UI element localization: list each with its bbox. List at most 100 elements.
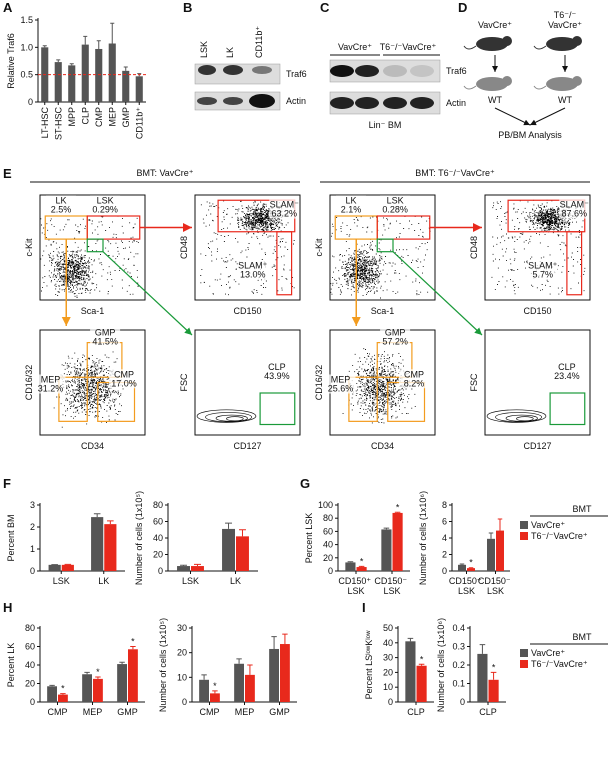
panel-letter: G xyxy=(300,476,310,491)
legend-label: VavCre⁺ xyxy=(531,648,565,658)
y-tick-label: 20 xyxy=(25,679,35,689)
bar xyxy=(222,528,235,571)
lane-label: LSK xyxy=(199,41,209,58)
x-tick-label: CLP xyxy=(479,707,497,717)
legend-title: BMT xyxy=(573,632,593,642)
gate-percent: 57.2% xyxy=(382,336,408,346)
y-axis-label: Number of cells (1x10⁶) xyxy=(436,618,446,712)
gate-name: LSK xyxy=(387,195,404,205)
x-tick-label: GMP xyxy=(117,707,138,717)
y-tick-label: 20 xyxy=(383,667,393,677)
gate-name: SLAM⁺ xyxy=(528,261,558,271)
band xyxy=(252,66,272,74)
y-tick-label: 80 xyxy=(323,513,333,523)
bar xyxy=(58,694,68,702)
gate-percent: 43.9% xyxy=(264,371,290,381)
bar xyxy=(93,678,103,702)
x-tick-label: CD150⁻ LSK xyxy=(374,576,409,596)
lane-label: LK xyxy=(225,47,235,58)
bar xyxy=(48,564,61,571)
recipient-label: WT xyxy=(488,95,502,105)
gate-percent: 25.6% xyxy=(328,384,354,394)
gate-percent: 41.5% xyxy=(92,336,118,346)
error-bar xyxy=(93,513,101,518)
mouse-icon xyxy=(463,85,477,90)
arrow xyxy=(529,107,566,126)
panel-letter: I xyxy=(362,600,366,615)
arrow xyxy=(494,107,531,126)
error-bar xyxy=(225,522,233,529)
y-tick-label: 4 xyxy=(442,533,447,543)
bar xyxy=(104,524,117,571)
gate-percent: 87.6% xyxy=(561,209,587,219)
x-axis-label: CD150 xyxy=(233,306,261,316)
bar xyxy=(135,76,143,102)
band xyxy=(223,97,243,105)
x-axis-label: Sca-1 xyxy=(81,306,105,316)
bar xyxy=(199,679,209,702)
y-axis-label: Number of cells (1x10⁵) xyxy=(158,618,168,712)
plot-frame xyxy=(484,329,591,436)
mouse-icon xyxy=(533,85,547,90)
y-tick-label: 0 xyxy=(388,697,393,707)
x-axis-label: CD127 xyxy=(233,441,261,451)
bar xyxy=(108,43,116,102)
panel-letter: C xyxy=(320,0,330,15)
gate-name: SLAM⁻ xyxy=(560,200,590,210)
bar xyxy=(91,517,104,571)
panel-letter: E xyxy=(3,166,12,181)
y-tick-label: 20 xyxy=(177,648,187,658)
y-tick-label: 40 xyxy=(383,638,393,648)
significance-mark: * xyxy=(96,667,100,677)
y-tick-label: 40 xyxy=(323,540,333,550)
x-tick-label: LK xyxy=(230,576,241,586)
gate-name: SLAM⁻ xyxy=(270,200,300,210)
y-tick-label: 20 xyxy=(153,550,163,560)
gate-label-bg xyxy=(551,361,582,381)
significance-mark: * xyxy=(492,662,496,672)
error-bar xyxy=(56,59,61,63)
y-axis-label: Number of cells (1x10⁶) xyxy=(418,491,428,585)
arrow xyxy=(392,251,483,336)
y-tick-label: 0 xyxy=(182,697,187,707)
mouse-icon xyxy=(502,36,512,46)
band-label: Actin xyxy=(286,96,306,106)
contour xyxy=(486,409,547,423)
significance-mark: * xyxy=(213,681,217,691)
legend-swatch xyxy=(520,649,528,657)
band xyxy=(249,94,275,108)
gate xyxy=(86,238,104,253)
error-bar xyxy=(394,511,401,513)
y-tick-label: 8 xyxy=(442,500,447,510)
x-tick-label: CLP xyxy=(80,107,90,125)
gate-name: LK xyxy=(55,195,66,205)
band xyxy=(410,97,434,109)
gate-label-bg xyxy=(380,195,411,215)
side-header: BMT: VavCre⁺ xyxy=(136,168,193,178)
bar xyxy=(496,530,504,571)
x-tick-label: MEP xyxy=(83,707,103,717)
legend-title: BMT xyxy=(573,504,593,514)
y-tick-label: 0 xyxy=(460,697,465,707)
gate-label-bg xyxy=(527,260,558,280)
bar xyxy=(95,48,103,102)
band xyxy=(410,65,434,77)
y-tick-label: 30 xyxy=(177,623,187,633)
gate-label-bg xyxy=(46,195,76,215)
gate xyxy=(58,376,88,422)
mouse-icon xyxy=(476,37,508,51)
error-bar xyxy=(201,674,207,680)
gate-percent: 8.2% xyxy=(404,378,425,388)
band xyxy=(330,97,354,109)
x-tick-label: LSK xyxy=(182,576,199,586)
panel-letter: F xyxy=(3,476,11,491)
mouse-icon xyxy=(572,36,582,46)
x-tick-label: LT-HSC xyxy=(40,107,50,139)
mouse-icon xyxy=(476,77,508,91)
gate-name: LK xyxy=(345,195,356,205)
bar xyxy=(81,44,89,102)
x-tick-label: MEP xyxy=(235,707,255,717)
error-bar xyxy=(479,644,486,654)
y-tick-label: 2 xyxy=(30,522,35,532)
y-tick-label: 40 xyxy=(25,660,35,670)
